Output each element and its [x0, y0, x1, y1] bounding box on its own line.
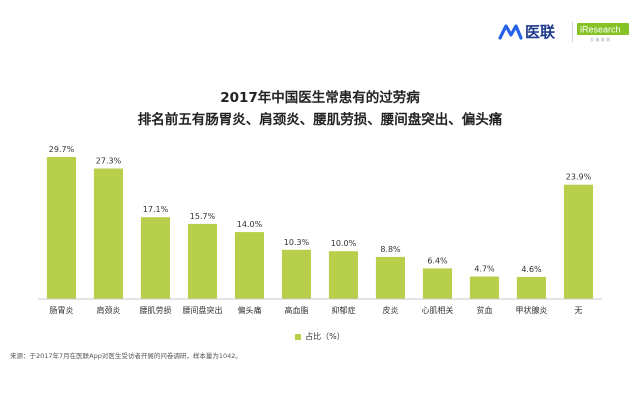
category-label-6: 抑郁症: [332, 305, 356, 315]
partner-tagline: 艾 瑞 咨 询: [590, 36, 610, 42]
legend-swatch: [295, 333, 302, 340]
bar-10: [516, 277, 546, 299]
category-label-11: 无: [575, 306, 583, 315]
bar-group: 29.7% 肠胃炎 27.3% 肩颈炎 17.1% 腰肌劳损 15.7% 腰间盘突出 14.0%…: [46, 145, 593, 315]
value-label-6: 10.0%: [331, 239, 357, 248]
bar-5: [281, 249, 311, 299]
value-label-4: 14.0%: [237, 220, 263, 229]
brand-logo: 医联 iResearch 艾 瑞 咨 询: [498, 22, 629, 42]
category-label-9: 贫血: [477, 305, 493, 315]
value-label-8: 6.4%: [427, 256, 448, 265]
category-label-4: 偏头痛: [238, 305, 262, 315]
value-label-9: 4.7%: [474, 265, 495, 274]
category-label-2: 腰肌劳损: [140, 305, 172, 315]
bar-9: [469, 276, 499, 299]
brand-name: 医联: [525, 23, 556, 41]
bar-7: [375, 256, 405, 299]
category-label-3: 腰间盘突出: [183, 305, 223, 315]
bar-0: [46, 157, 76, 299]
bar-4: [234, 232, 264, 299]
legend: 占比（%）: [0, 331, 640, 342]
value-label-0: 29.7%: [49, 145, 75, 154]
bar-11: [563, 184, 593, 299]
value-label-2: 17.1%: [143, 205, 169, 214]
category-label-0: 肠胃炎: [50, 306, 74, 315]
value-label-3: 15.7%: [190, 212, 216, 221]
chart-subtitle: 排名前五有肠胃炎、肩颈炎、腰肌劳损、腰间盘突出、偏头痛: [137, 112, 503, 128]
category-label-7: 皮炎: [383, 305, 399, 315]
category-label-10: 甲状腺炎: [516, 305, 548, 315]
value-label-10: 4.6%: [521, 265, 542, 274]
iresearch-logo: iResearch 艾 瑞 咨 询: [577, 23, 629, 42]
value-label-5: 10.3%: [284, 238, 310, 247]
value-label-7: 8.8%: [380, 245, 401, 254]
value-label-11: 23.9%: [566, 173, 592, 182]
bar-3: [187, 223, 217, 299]
category-label-1: 肩颈炎: [97, 305, 121, 315]
bar-8: [422, 268, 452, 299]
source-note: 来源：于2017年7月在医联App对医生受访者开展的问卷调研，样本量为1042。: [10, 352, 242, 360]
value-label-1: 27.3%: [96, 157, 122, 166]
category-label-8: 心肌相关: [422, 305, 454, 315]
legend-label: 占比（%）: [305, 332, 345, 341]
bar-2: [140, 217, 170, 299]
category-label-5: 高血脂: [285, 305, 309, 315]
yilian-logo-icon: [498, 24, 523, 40]
chart-title: 2017年中国医生常患有的过劳病: [220, 90, 420, 106]
bar-1: [93, 168, 123, 299]
bar-6: [328, 251, 358, 299]
partner-name: iResearch: [580, 25, 621, 35]
